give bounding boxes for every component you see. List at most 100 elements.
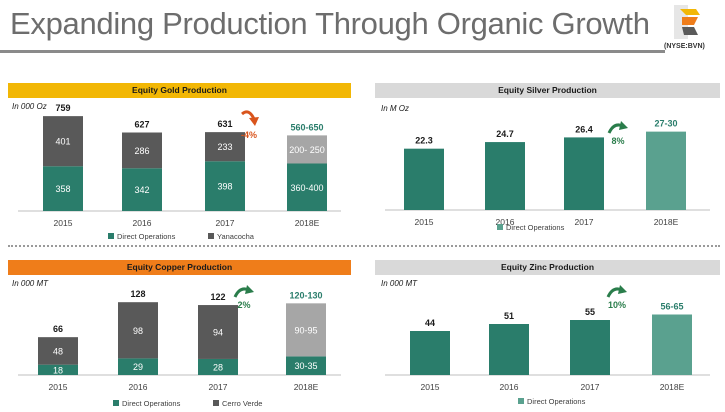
gold-segment-label: 286 bbox=[134, 146, 149, 156]
zinc-unit-label: In 000 MT bbox=[381, 279, 418, 288]
zinc-bar-2018E-direct-operations bbox=[652, 314, 692, 375]
silver-total-label: 24.7 bbox=[496, 129, 514, 139]
gold-category-label: 2015 bbox=[54, 218, 73, 228]
copper-bar-2018E-cerro-verde bbox=[286, 303, 326, 357]
silver-legend-label: Direct Operations bbox=[506, 223, 565, 232]
silver-unit-label: In M Oz bbox=[381, 104, 410, 113]
gold-bar-2018E-direct-operations bbox=[287, 163, 327, 211]
gold-growth-arrowhead bbox=[249, 117, 259, 126]
silver-category-label: 2016 bbox=[496, 217, 515, 227]
gold-unit-label: In 000 Oz bbox=[12, 102, 47, 111]
company-logo bbox=[674, 5, 700, 39]
gold-production-panel: Equity Gold Production In 000 Oz 358 401 7… bbox=[8, 83, 351, 245]
copper-total-label: 122 bbox=[210, 292, 225, 302]
gold-panel-title: Equity Gold Production bbox=[8, 83, 351, 98]
gold-legend-label: Direct Operations bbox=[117, 232, 176, 241]
copper-segment-label: 94 bbox=[213, 328, 223, 338]
copper-bar-2015-cerro-verde bbox=[38, 337, 78, 365]
copper-segment-label: 90-95 bbox=[294, 325, 317, 335]
zinc-category-label: 2017 bbox=[581, 382, 600, 392]
panel-divider bbox=[8, 245, 720, 247]
gold-category-label: 2016 bbox=[133, 218, 152, 228]
zinc-category-label: 2015 bbox=[421, 382, 440, 392]
silver-chart: 22.3 2015 24.7 2016 26.4 2017 27-30 2018E 8% Dire… bbox=[385, 119, 710, 232]
silver-category-label: 2015 bbox=[415, 217, 434, 227]
silver-category-label: 2017 bbox=[575, 217, 594, 227]
silver-bar-2016-direct-operations bbox=[485, 142, 525, 210]
copper-panel-title: Equity Copper Production bbox=[8, 260, 351, 275]
silver-category-label: 2018E bbox=[654, 217, 679, 227]
gold-segment-label: 233 bbox=[217, 142, 232, 152]
copper-bar-2018E-direct-operations bbox=[286, 356, 326, 375]
copper-legend-label: Direct Operations bbox=[122, 399, 181, 408]
copper-category-label: 2015 bbox=[49, 382, 68, 392]
gold-legend-label: Yanacocha bbox=[217, 232, 255, 241]
silver-bar-2015-direct-operations bbox=[404, 148, 444, 210]
copper-bar-2017-cerro-verde bbox=[198, 305, 238, 359]
copper-total-label: 128 bbox=[130, 289, 145, 299]
silver-bar-2018E-direct-operations bbox=[646, 131, 686, 210]
copper-chart: 18 48 66 2015 29 98 128 2016 28 94 122 2017 30-35 90-… bbox=[18, 285, 341, 408]
zinc-legend-swatch bbox=[518, 398, 524, 404]
copper-segment-label: 18 bbox=[53, 365, 63, 375]
gold-bar-2018E-yanacocha bbox=[287, 135, 327, 164]
copper-legend-swatch bbox=[113, 400, 119, 406]
zinc-bar-2015-direct-operations bbox=[410, 331, 450, 375]
zinc-production-panel: Equity Zinc Production In 000 MT 44 2015 5… bbox=[375, 260, 720, 412]
gold-bar-2016-yanacocha bbox=[122, 132, 162, 169]
gold-segment-label: 342 bbox=[134, 185, 149, 195]
silver-production-panel: Equity Silver Production In M Oz 22.3 201… bbox=[375, 83, 720, 245]
silver-growth-arrowhead bbox=[619, 121, 628, 130]
silver-total-label: 22.3 bbox=[415, 136, 433, 146]
copper-total-label: 120-130 bbox=[289, 290, 322, 300]
copper-production-panel: Equity Copper Production In 000 MT 18 48 6… bbox=[8, 260, 351, 412]
copper-category-label: 2018E bbox=[294, 382, 319, 392]
gold-legend-swatch bbox=[208, 233, 214, 239]
gold-total-label: 759 bbox=[55, 103, 70, 113]
copper-segment-label: 30-35 bbox=[294, 361, 317, 371]
zinc-category-label: 2018E bbox=[660, 382, 685, 392]
gold-category-label: 2018E bbox=[295, 218, 320, 228]
silver-legend-swatch bbox=[497, 224, 503, 230]
silver-panel-title: Equity Silver Production bbox=[375, 83, 720, 98]
zinc-panel-title: Equity Zinc Production bbox=[375, 260, 720, 275]
zinc-category-label: 2016 bbox=[500, 382, 519, 392]
gold-bar-2017-direct-operations bbox=[205, 161, 245, 211]
gold-bar-2016-direct-operations bbox=[122, 168, 162, 211]
zinc-chart: 44 2015 51 2016 55 2017 56-65 2018E 10% Direct Op… bbox=[385, 285, 710, 406]
zinc-legend-label: Direct Operations bbox=[527, 397, 586, 406]
silver-total-label: 27-30 bbox=[654, 119, 677, 129]
copper-bar-2016-direct-operations bbox=[118, 358, 158, 375]
gold-bar-2017-yanacocha bbox=[205, 132, 245, 162]
gold-chart: 358 401 759 2015 342 286 627 2016 398 233 631 2017 3… bbox=[18, 103, 341, 241]
gold-total-label: 631 bbox=[217, 119, 232, 129]
copper-bar-2016-cerro-verde bbox=[118, 302, 158, 359]
copper-segment-label: 48 bbox=[53, 346, 63, 356]
gold-legend-swatch bbox=[108, 233, 114, 239]
silver-growth-label: 8% bbox=[611, 136, 624, 146]
gold-bar-2015-yanacocha bbox=[43, 116, 83, 167]
gold-growth-arrow bbox=[241, 110, 256, 120]
gold-segment-label: 358 bbox=[55, 184, 70, 194]
copper-segment-label: 29 bbox=[133, 362, 143, 372]
zinc-total-label: 44 bbox=[425, 318, 435, 328]
gold-total-label: 560-650 bbox=[290, 122, 323, 132]
title-underline bbox=[0, 50, 665, 53]
zinc-bar-2016-direct-operations bbox=[489, 324, 529, 375]
zinc-growth-arrowhead bbox=[618, 285, 627, 294]
zinc-total-label: 51 bbox=[504, 311, 514, 321]
copper-growth-label: 2% bbox=[237, 300, 250, 310]
copper-growth-arrowhead bbox=[245, 285, 254, 294]
ticker-label: (NYSE:BVN) bbox=[664, 43, 705, 50]
copper-segment-label: 98 bbox=[133, 326, 143, 336]
gold-segment-label: 200- 250 bbox=[289, 145, 325, 155]
copper-legend-swatch bbox=[213, 400, 219, 406]
zinc-total-label: 56-65 bbox=[660, 302, 683, 312]
gold-segment-label: 401 bbox=[55, 137, 70, 147]
gold-segment-label: 398 bbox=[217, 182, 232, 192]
gold-growth-label: -4% bbox=[241, 130, 257, 140]
gold-total-label: 627 bbox=[134, 120, 149, 130]
copper-legend-label: Cerro Verde bbox=[222, 399, 262, 408]
silver-total-label: 26.4 bbox=[575, 124, 593, 134]
gold-segment-label: 360-400 bbox=[290, 183, 323, 193]
